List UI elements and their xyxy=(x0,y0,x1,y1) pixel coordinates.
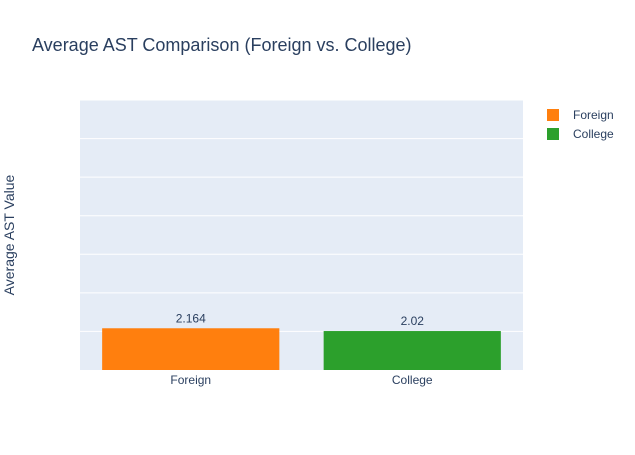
bars xyxy=(102,328,501,370)
legend: Foreign College xyxy=(547,108,614,141)
plot-area xyxy=(80,100,523,370)
legend-swatch-college xyxy=(547,128,559,140)
value-label-foreign: 2.164 xyxy=(176,311,206,325)
y-axis-title: Average AST Value xyxy=(1,174,17,295)
legend-swatch-foreign xyxy=(547,109,559,121)
x-tick-label-college: College xyxy=(392,373,433,387)
x-tick-labels: Foreign College xyxy=(170,373,433,387)
legend-label-foreign: Foreign xyxy=(573,108,614,122)
chart-title: Average AST Comparison (Foreign vs. Coll… xyxy=(32,35,412,55)
bar-college xyxy=(323,331,501,370)
x-tick-label-foreign: Foreign xyxy=(170,373,211,387)
bar-foreign xyxy=(102,328,280,370)
value-label-college: 2.02 xyxy=(401,314,425,328)
value-labels: 2.164 2.02 xyxy=(176,311,425,328)
legend-label-college: College xyxy=(573,127,614,141)
